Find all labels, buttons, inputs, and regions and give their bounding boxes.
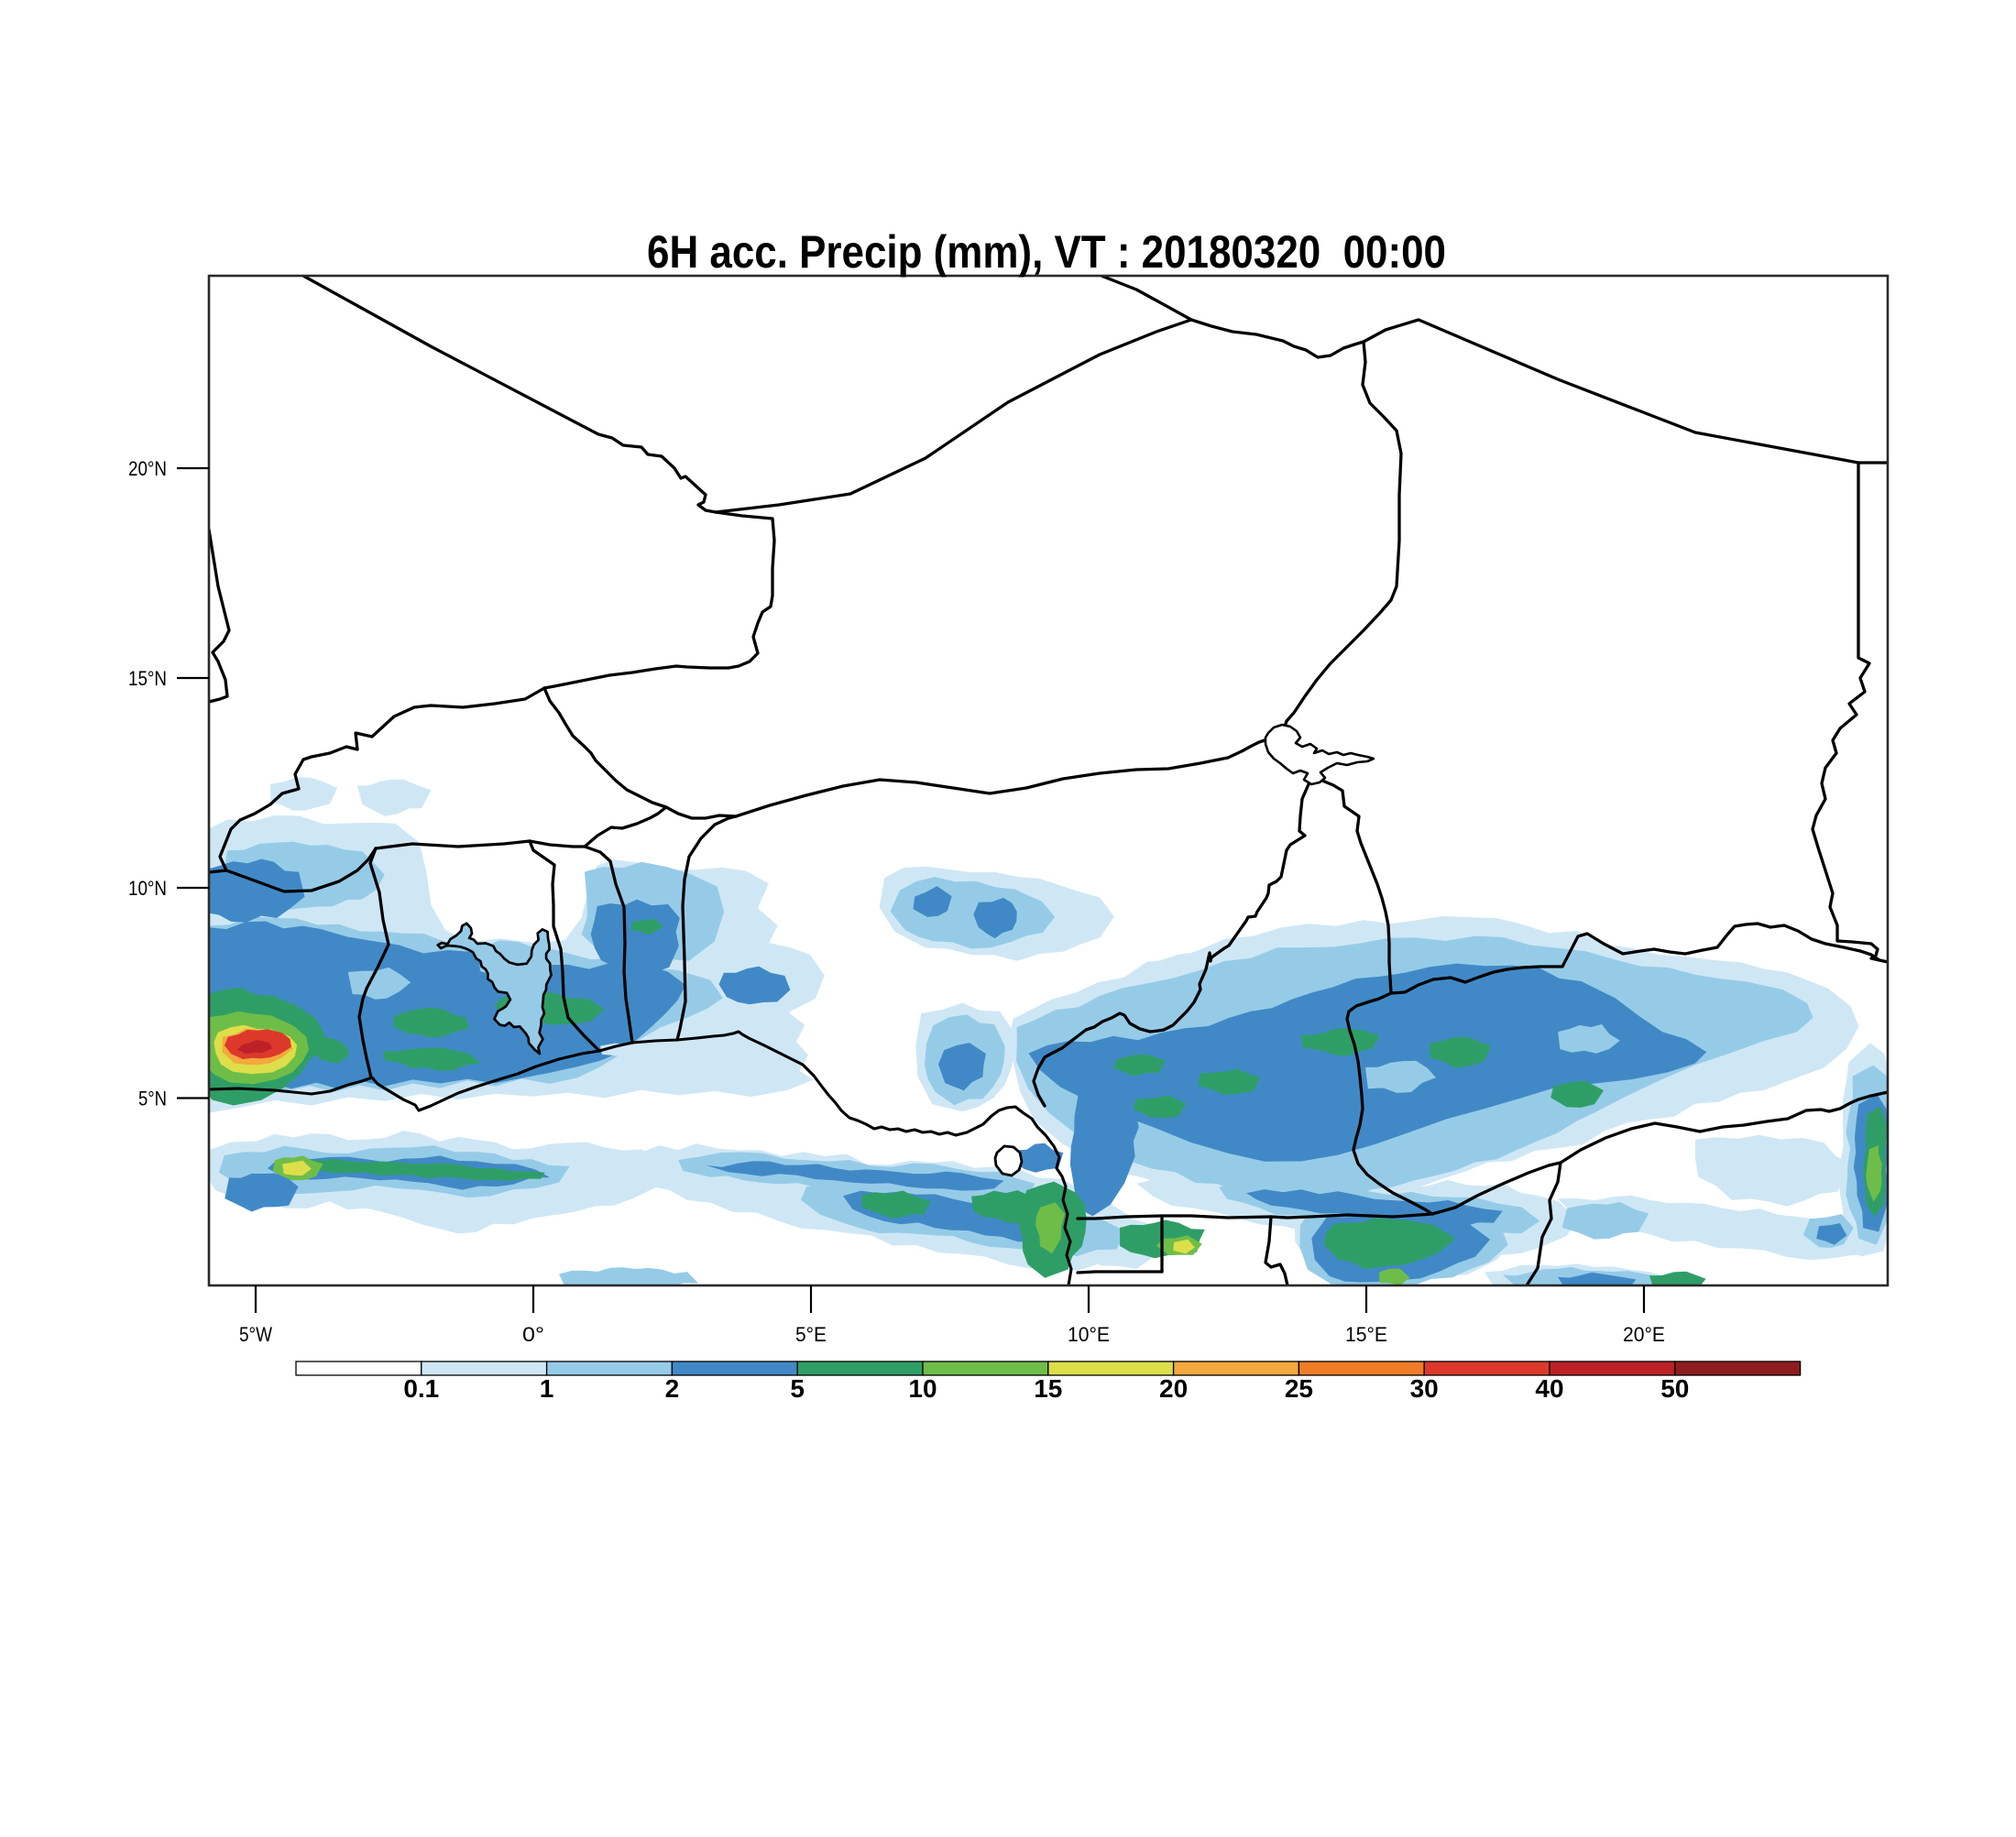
svg-text:20°N: 20°N xyxy=(128,457,167,480)
svg-text:5°N: 5°N xyxy=(138,1088,167,1110)
svg-text:6H acc. Precip (mm), VT : 2018: 6H acc. Precip (mm), VT : 20180320 00:00 xyxy=(647,226,1446,278)
svg-text:5°W: 5°W xyxy=(239,1323,273,1346)
svg-text:20: 20 xyxy=(1159,1374,1188,1403)
svg-text:2: 2 xyxy=(665,1374,680,1403)
svg-text:40: 40 xyxy=(1535,1374,1563,1403)
svg-text:20°E: 20°E xyxy=(1623,1323,1665,1346)
svg-text:15: 15 xyxy=(1034,1374,1062,1403)
svg-text:10: 10 xyxy=(908,1374,937,1403)
svg-text:10°N: 10°N xyxy=(128,877,167,900)
svg-text:15°E: 15°E xyxy=(1345,1323,1387,1346)
svg-text:15°N: 15°N xyxy=(128,667,167,690)
svg-text:25: 25 xyxy=(1285,1374,1313,1403)
svg-text:30: 30 xyxy=(1410,1374,1439,1403)
svg-text:0.1: 0.1 xyxy=(403,1374,439,1403)
svg-text:1: 1 xyxy=(540,1374,554,1403)
svg-text:5°E: 5°E xyxy=(795,1323,827,1346)
svg-text:5: 5 xyxy=(790,1374,805,1403)
svg-text:50: 50 xyxy=(1660,1374,1689,1403)
svg-text:0°: 0° xyxy=(522,1323,544,1346)
svg-text:10°E: 10°E xyxy=(1068,1323,1110,1346)
